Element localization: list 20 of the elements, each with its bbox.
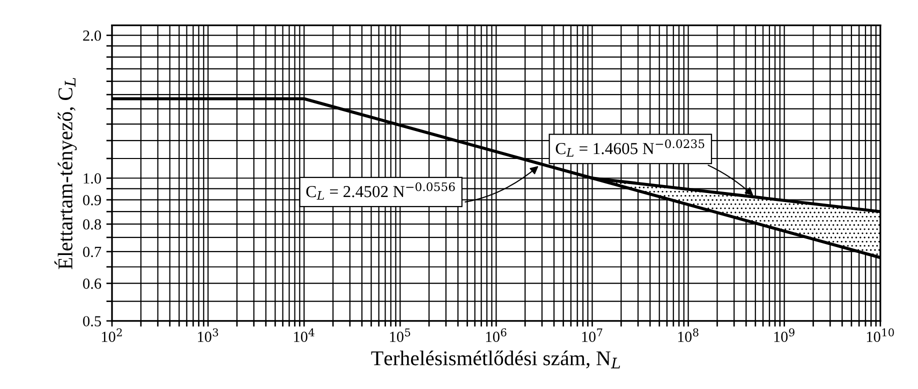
y-tick-label: 0.6 <box>83 278 102 289</box>
annotation: C$_{L}$ = 2.4502 N$^{−0.0556}$ <box>306 182 455 200</box>
y-tick-label: 0.7 <box>83 246 102 258</box>
y-tick-label: 1.0 <box>84 173 101 184</box>
y-tick-label: 0.9 <box>83 194 101 206</box>
x-tick-label: 10$^{3}$ <box>198 328 218 342</box>
x-tick-label: 10$^{10}$ <box>866 328 894 342</box>
x-tick-label: 10$^{8}$ <box>678 328 698 342</box>
x-tick-label: 10$^{4}$ <box>294 328 314 342</box>
x-axis-title: Terhelésismétlődési szám, N$_{L}$ <box>371 350 620 368</box>
annotation: C$_{L}$ = 1.4605 N$^{−0.0235}$ <box>556 139 704 157</box>
y-tick-label: 2.0 <box>83 30 101 41</box>
x-tick-label: 10$^{6}$ <box>486 328 506 342</box>
x-tick-label: 10$^{9}$ <box>774 328 794 342</box>
y-axis-title: Élettartam-tényező, C$_{L}$ <box>54 78 77 270</box>
x-tick-label: 10$^{2}$ <box>102 328 122 342</box>
x-tick-label: 10$^{7}$ <box>582 328 602 342</box>
y-tick-label: 0.5 <box>83 316 101 326</box>
x-tick-label: 10$^{5}$ <box>390 328 410 342</box>
y-tick-label: 0.8 <box>83 219 101 230</box>
